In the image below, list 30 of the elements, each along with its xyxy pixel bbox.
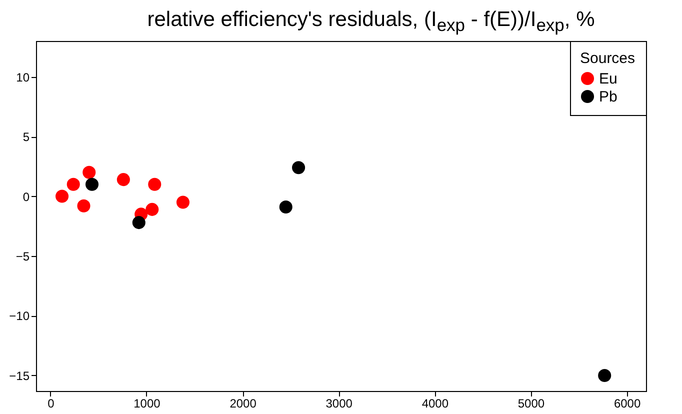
- x-tick-label: 1000: [134, 396, 161, 410]
- point: [146, 202, 159, 216]
- x-tick-label: 2000: [230, 396, 257, 410]
- legend-title: Sources: [580, 50, 636, 67]
- point: [292, 161, 306, 174]
- x-tick-label: 5000: [518, 396, 545, 410]
- point: [132, 216, 146, 230]
- x-tick-label: 6000: [614, 396, 641, 410]
- y-tick-label: −10: [9, 309, 30, 324]
- legend-label: Pb: [599, 88, 618, 106]
- y-tick-label: 10: [16, 70, 30, 84]
- y-tick-label: −15: [9, 368, 30, 383]
- point: [56, 190, 69, 203]
- point: [598, 368, 612, 382]
- point: [85, 178, 99, 191]
- point: [116, 173, 130, 186]
- point: [82, 166, 96, 179]
- legend-label: Eu: [599, 70, 618, 88]
- point: [176, 196, 190, 209]
- x-tick-label: 0: [48, 396, 55, 410]
- point: [66, 178, 80, 191]
- x-tick-label: 3000: [326, 396, 353, 410]
- point: [77, 199, 90, 212]
- point: [148, 178, 162, 191]
- y-tick-label: 5: [22, 130, 30, 144]
- point: [279, 200, 292, 214]
- y-tick-label: 0: [22, 190, 30, 204]
- chart-title: relative efficiency's residuals, (I$_{exp}$ - f(E))/I$_{exp}$, %: [146, 7, 596, 38]
- y-tick-label: −5: [16, 250, 30, 264]
- x-tick-label: 4000: [422, 396, 449, 410]
